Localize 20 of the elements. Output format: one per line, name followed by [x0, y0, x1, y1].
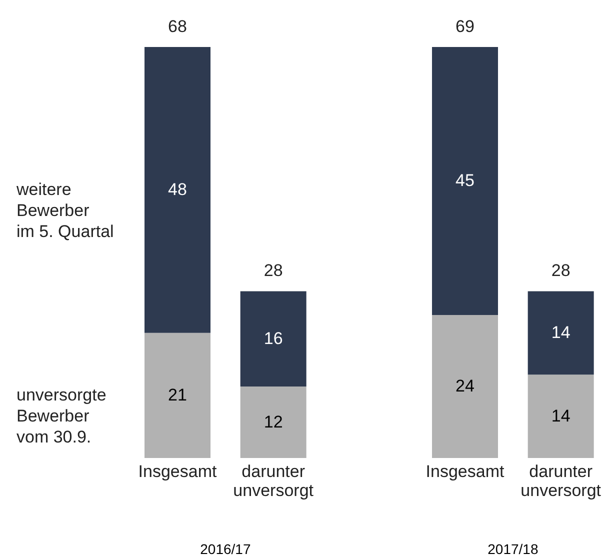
- data-label: 24: [456, 376, 474, 396]
- total-label: 69: [456, 16, 474, 36]
- data-label: 21: [168, 385, 187, 404]
- data-label: 14: [551, 322, 570, 342]
- data-label: 48: [168, 180, 187, 199]
- series-label: weitere Bewerber im 5. Quartal: [16, 180, 114, 241]
- data-label: 16: [264, 328, 283, 348]
- total-label: 68: [168, 16, 187, 36]
- text: 2017/18: [488, 541, 538, 557]
- data-label: 12: [264, 412, 283, 432]
- x-tick-label: Insgesamt: [138, 462, 217, 481]
- data-label: 45: [456, 171, 474, 190]
- x-tick-label: Insgesamt: [426, 462, 504, 481]
- x-tick-label: darunter unversorgt: [520, 462, 602, 500]
- data-label: 14: [551, 406, 570, 426]
- text: unversorgte Bewerber vom 30.9.: [16, 385, 106, 446]
- x-tick-label: darunter unversorgt: [233, 462, 314, 500]
- total-label: 28: [264, 261, 283, 280]
- text: 2016/17: [200, 541, 251, 557]
- total-label: 28: [551, 261, 570, 280]
